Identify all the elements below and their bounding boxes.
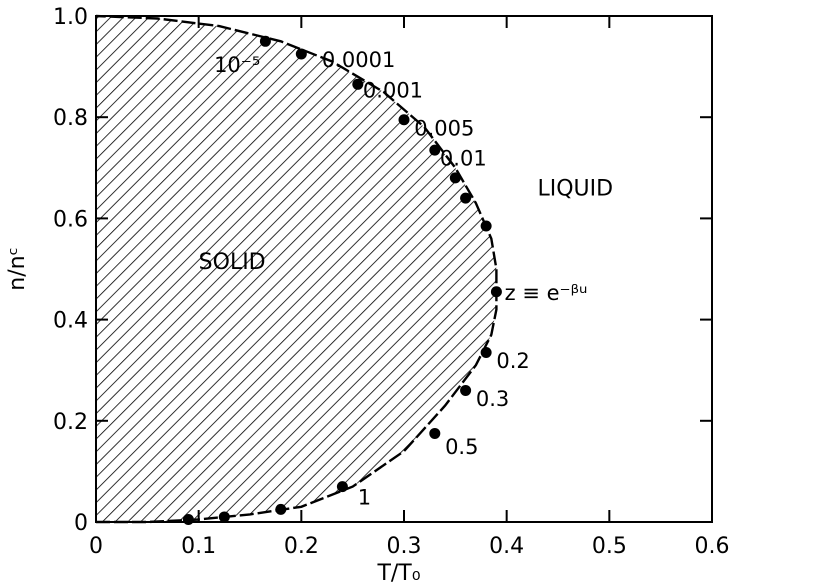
data-point xyxy=(295,48,307,60)
data-point xyxy=(460,384,472,396)
fugacity-annotation: z ≡ e⁻ᵝᵘ xyxy=(505,281,588,305)
y-tick-label: 1.0 xyxy=(53,5,88,30)
y-axis-label: n/nᶜ xyxy=(5,247,30,290)
plot-area xyxy=(95,14,498,524)
x-axis-label: T/T₀ xyxy=(376,561,420,584)
point-label: 10⁻⁵ xyxy=(214,53,260,77)
point-label: 0.001 xyxy=(363,78,423,102)
x-tick-label: 0.4 xyxy=(489,534,524,559)
data-point xyxy=(275,503,287,515)
x-tick-label: 0.3 xyxy=(387,534,422,559)
x-tick-label: 0.2 xyxy=(284,534,319,559)
data-point xyxy=(218,511,230,523)
point-label: 0.0001 xyxy=(322,48,395,72)
data-point xyxy=(336,481,348,493)
data-point xyxy=(480,220,492,232)
y-tick-label: 0 xyxy=(74,511,88,536)
data-point xyxy=(429,427,441,439)
data-point xyxy=(182,513,194,525)
y-tick-label: 0.6 xyxy=(53,207,88,232)
y-tick-label: 0.8 xyxy=(53,106,88,131)
data-point xyxy=(480,346,492,358)
data-point xyxy=(352,78,364,90)
liquid-region-label: LIQUID xyxy=(537,177,613,202)
x-tick-label: 0.6 xyxy=(695,534,730,559)
point-label: 0.2 xyxy=(496,349,529,373)
data-point xyxy=(259,35,271,47)
point-label: 0.005 xyxy=(414,116,474,140)
point-label: 0.01 xyxy=(440,147,487,171)
solid-region-label: SOLID xyxy=(199,250,266,275)
data-point xyxy=(398,114,410,126)
x-tick-label: 0.1 xyxy=(181,534,216,559)
y-tick-label: 0.2 xyxy=(53,410,88,435)
x-tick-label: 0 xyxy=(89,534,103,559)
y-tick-label: 0.4 xyxy=(53,309,88,334)
x-tick-label: 0.5 xyxy=(592,534,627,559)
data-points xyxy=(182,35,502,525)
data-point xyxy=(429,144,441,156)
data-point xyxy=(449,172,461,184)
data-point xyxy=(460,192,472,204)
point-label: 1 xyxy=(358,486,371,510)
data-point xyxy=(490,286,502,298)
point-label: 0.5 xyxy=(445,435,478,459)
point-label: 0.3 xyxy=(476,387,509,411)
axes: 0 0.1 0.2 0.3 0.4 0.5 0.6 0 0.2 0.4 0.6 0.8 1.0 T/T₀ n… xyxy=(5,5,730,584)
annotations: 10⁻⁵ 0.0001 0.001 0.005 0.01 0.2 0.3 0.5 1 SOLID L… xyxy=(199,48,613,510)
solid-region xyxy=(96,16,497,522)
